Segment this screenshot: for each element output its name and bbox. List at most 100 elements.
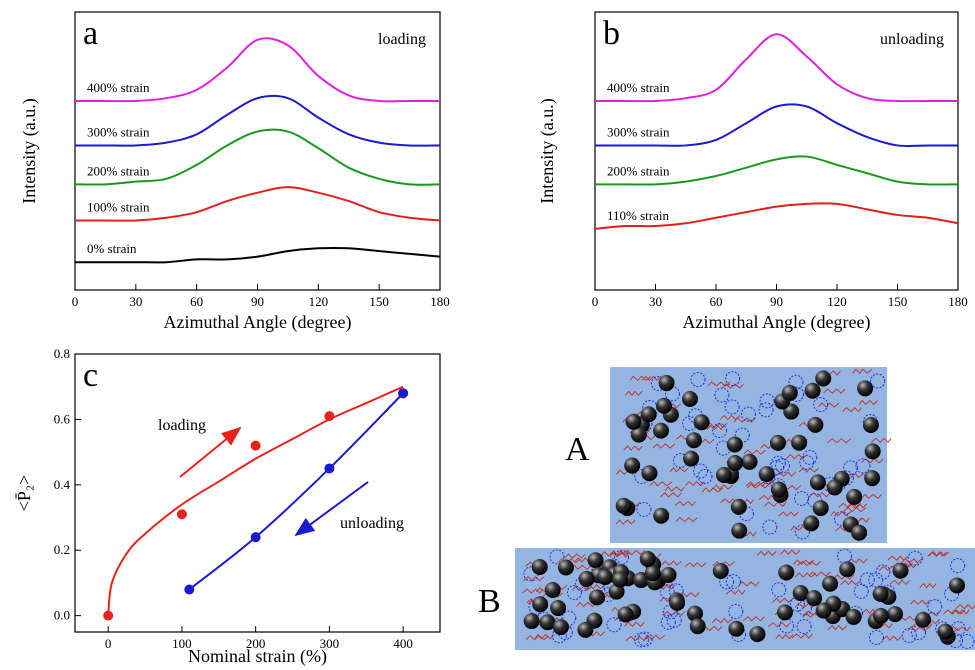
data-point	[250, 440, 261, 451]
particle	[809, 474, 826, 491]
particle	[864, 443, 881, 460]
ring	[802, 449, 818, 465]
particle	[851, 524, 868, 541]
fit-line	[107, 385, 404, 616]
particle	[776, 604, 793, 621]
chain	[919, 582, 937, 589]
ring	[843, 460, 859, 476]
y-tick-label: 0.2	[54, 542, 70, 557]
fit-line	[75, 186, 441, 222]
particle	[792, 585, 809, 602]
chain	[745, 481, 767, 487]
chain	[794, 572, 817, 578]
particle	[660, 566, 677, 583]
chain	[950, 609, 970, 615]
chain	[711, 484, 734, 490]
chain	[852, 368, 873, 374]
ring	[566, 585, 582, 601]
data-point	[250, 532, 261, 543]
particle	[531, 558, 548, 575]
particle	[862, 417, 879, 434]
chain	[768, 622, 791, 628]
chain	[778, 511, 799, 517]
particle	[791, 434, 808, 451]
ring	[950, 558, 966, 574]
particle	[685, 432, 702, 449]
chain	[712, 618, 733, 624]
ring	[868, 630, 884, 646]
chain	[775, 471, 797, 477]
particle	[587, 552, 604, 569]
chain	[707, 381, 731, 387]
fit-line	[594, 33, 958, 103]
particle	[770, 481, 787, 498]
particle	[715, 467, 732, 484]
chain	[861, 458, 884, 464]
chain	[858, 399, 878, 406]
ring	[666, 613, 682, 629]
particle	[633, 572, 650, 589]
particle	[948, 577, 965, 594]
panel-label: c	[83, 357, 98, 394]
ring	[774, 458, 790, 474]
particle	[624, 457, 641, 474]
particle	[687, 605, 704, 622]
particle	[639, 550, 656, 567]
ring	[771, 582, 787, 598]
series-label: 400% strain	[607, 80, 670, 95]
series-label: 0% strain	[87, 241, 137, 256]
ring	[870, 373, 886, 389]
x-tick-label: 90	[251, 294, 264, 309]
x-tick-label: 0	[72, 294, 79, 309]
ring	[725, 574, 741, 590]
data-point	[398, 388, 409, 399]
x-tick-label: 60	[190, 294, 203, 309]
particle	[872, 607, 889, 624]
x-tick-label: 0	[592, 294, 599, 309]
ring	[725, 371, 741, 387]
particle	[822, 575, 839, 592]
annotation: loading	[378, 31, 426, 48]
ring	[693, 463, 709, 479]
chain	[943, 609, 965, 615]
particle	[815, 602, 832, 619]
chain	[652, 443, 676, 449]
chain	[843, 506, 867, 513]
panel-label: b	[603, 15, 620, 52]
chain	[576, 601, 597, 608]
plot-frame	[594, 11, 959, 291]
ring	[728, 604, 744, 620]
particle	[872, 585, 889, 602]
fit-line	[188, 392, 404, 591]
plot-frame	[74, 353, 441, 633]
particle	[826, 479, 843, 496]
chain	[746, 483, 770, 489]
series-label: 200% strain	[87, 163, 150, 178]
chain	[678, 591, 700, 598]
annotation: loading	[158, 417, 206, 434]
chain	[949, 626, 971, 632]
particle	[630, 426, 647, 443]
ring	[697, 468, 713, 484]
particle	[807, 416, 824, 433]
x-tick-label: 0	[105, 636, 112, 651]
ring	[901, 627, 917, 643]
x-tick-label: 200	[246, 636, 266, 651]
ring	[606, 617, 622, 633]
ring	[868, 572, 884, 588]
chain	[625, 390, 643, 397]
x-tick-label: 150	[888, 294, 908, 309]
chain	[616, 469, 637, 475]
chain	[706, 424, 725, 431]
chain	[664, 486, 685, 492]
ring	[855, 458, 871, 474]
chain	[701, 487, 724, 493]
loading-arrow	[179, 426, 242, 478]
chain	[675, 517, 698, 523]
y-tick-label: 0.4	[54, 477, 71, 492]
particle	[937, 623, 954, 640]
schematic-particles	[522, 368, 975, 649]
ring	[853, 583, 869, 599]
chain	[833, 574, 855, 580]
ring	[927, 599, 943, 615]
